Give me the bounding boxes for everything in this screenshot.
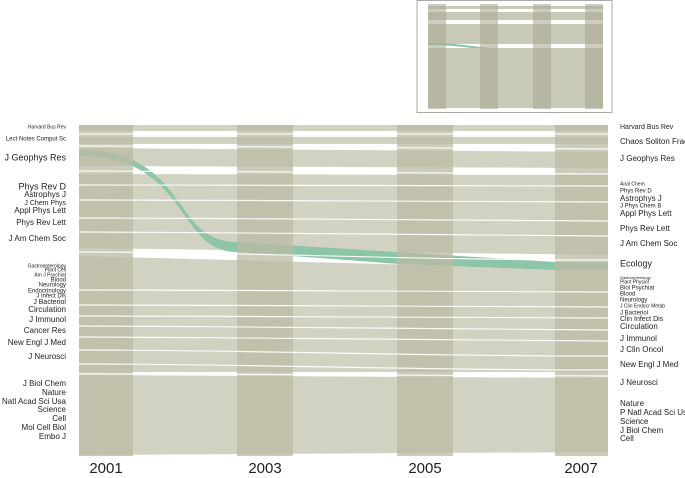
year-label: 2001 bbox=[89, 460, 122, 477]
left-label: Appl Phys Lett bbox=[14, 206, 66, 215]
right-label: J Immunol bbox=[620, 334, 657, 343]
right-label: Cell bbox=[620, 434, 634, 443]
left-label: Astrophys J bbox=[24, 190, 66, 199]
left-label: J Biol Chem bbox=[23, 379, 66, 388]
left-label: Neurology bbox=[39, 283, 66, 289]
right-label: Plant Physiol bbox=[620, 279, 649, 285]
right-label: J Bacteriol bbox=[620, 311, 648, 317]
minimap-flow bbox=[428, 6, 603, 9]
minimap-column bbox=[585, 4, 603, 109]
minimap-flow bbox=[428, 12, 603, 20]
right-label: Anal Chem bbox=[620, 181, 645, 187]
left-label: Nature bbox=[42, 388, 67, 397]
left-label: Embo J bbox=[39, 432, 66, 441]
left-label: Harvard Bus Rev bbox=[28, 124, 67, 130]
right-label: J Am Chem Soc bbox=[620, 239, 677, 248]
right-label: J Clin Endocr Metab bbox=[620, 303, 665, 309]
separators bbox=[78, 133, 609, 377]
left-label: Phys Rev D bbox=[18, 181, 66, 191]
flow bbox=[79, 148, 608, 168]
left-label: Blood bbox=[51, 278, 66, 284]
left-label: P Natl Acad Sci Usa bbox=[0, 397, 67, 406]
right-label: Science bbox=[620, 417, 649, 426]
right-label: Ecology bbox=[620, 258, 653, 268]
right-label: Harvard Bus Rev bbox=[620, 124, 674, 131]
left-label: Lect Notes Comput Sc bbox=[6, 137, 66, 143]
year-label: 2003 bbox=[248, 460, 281, 477]
minimap-flow bbox=[428, 48, 603, 108]
left-label: Circulation bbox=[28, 305, 66, 314]
minimap-flow bbox=[428, 24, 603, 44]
left-label: J Neurosci bbox=[28, 352, 66, 361]
right-label: J Neurosci bbox=[620, 378, 658, 387]
left-label: J Bacteriol bbox=[33, 299, 66, 306]
right-label: Gastroenterology bbox=[620, 275, 651, 280]
separator bbox=[78, 289, 609, 293]
separator bbox=[78, 304, 609, 308]
separator bbox=[78, 315, 609, 319]
right-label: P Natl Acad Sci Usa bbox=[620, 408, 685, 417]
left-label: Phys Rev Lett bbox=[16, 218, 67, 227]
right-label: J Phys Chem B bbox=[620, 204, 661, 210]
left-label: Mol Cell Biol bbox=[22, 423, 67, 432]
right-label: Clin Infect Dis bbox=[620, 316, 664, 323]
left-label: J Immunol bbox=[29, 315, 66, 324]
flow bbox=[79, 256, 608, 372]
minimap bbox=[416, 0, 613, 113]
right-label: Circulation bbox=[620, 322, 658, 331]
left-label: Cancer Res bbox=[24, 326, 66, 335]
separator bbox=[78, 217, 609, 222]
labels: 2001 2003 2005 2007 Harvard Bus Rev Lect Note… bbox=[0, 124, 685, 477]
right-label: J Biol Chem bbox=[620, 426, 663, 435]
separator bbox=[78, 373, 609, 377]
minimap-column bbox=[533, 4, 551, 109]
left-label: J Geophys Res bbox=[4, 152, 66, 162]
year-label: 2007 bbox=[564, 460, 597, 477]
left-label: J Chem Phys bbox=[24, 200, 66, 207]
separator bbox=[78, 349, 609, 357]
separator bbox=[78, 231, 609, 237]
separator bbox=[78, 199, 609, 203]
separator bbox=[78, 251, 609, 261]
right-label: J Clin Oncol bbox=[620, 345, 663, 354]
left-label: J Am Chem Soc bbox=[9, 234, 66, 243]
separator bbox=[78, 145, 609, 150]
separator bbox=[78, 325, 609, 331]
right-label: New Engl J Med bbox=[620, 360, 678, 369]
right-label: Neurology bbox=[620, 298, 647, 304]
right-label: Phys Rev Lett bbox=[620, 224, 671, 233]
flow bbox=[79, 125, 608, 131]
separator bbox=[78, 363, 609, 371]
minimap-column bbox=[428, 4, 446, 109]
flow bbox=[79, 137, 608, 144]
right-label: Appl Phys Lett bbox=[620, 209, 672, 218]
right-label: Astrophys J bbox=[620, 194, 662, 203]
left-label: Endocrinology bbox=[28, 289, 66, 295]
separator bbox=[78, 170, 609, 175]
right-label: Blood bbox=[620, 292, 635, 298]
right-label: Biol Psychiat bbox=[620, 286, 655, 292]
left-label: Gastroenterology bbox=[28, 263, 67, 269]
left-label: Cell bbox=[52, 414, 66, 423]
left-label: J Infect Dis bbox=[36, 294, 66, 300]
right-label: Nature bbox=[620, 399, 645, 408]
year-label: 2005 bbox=[408, 460, 441, 477]
right-label: J Geophys Res bbox=[620, 154, 675, 163]
highlight-flow bbox=[79, 150, 608, 270]
minimap-column bbox=[480, 4, 498, 109]
separator bbox=[78, 336, 609, 342]
left-label: Am J Psychiat bbox=[34, 272, 66, 278]
left-label: Science bbox=[38, 405, 67, 414]
left-label: New Engl J Med bbox=[8, 338, 66, 347]
column bbox=[397, 125, 453, 456]
left-label: Plant Cell bbox=[45, 267, 66, 273]
right-label: Phys Rev D bbox=[620, 189, 652, 195]
right-label: Chaos Soliton Fract bbox=[620, 137, 685, 146]
separator bbox=[78, 184, 609, 187]
column bbox=[555, 125, 608, 456]
flow bbox=[79, 375, 608, 455]
